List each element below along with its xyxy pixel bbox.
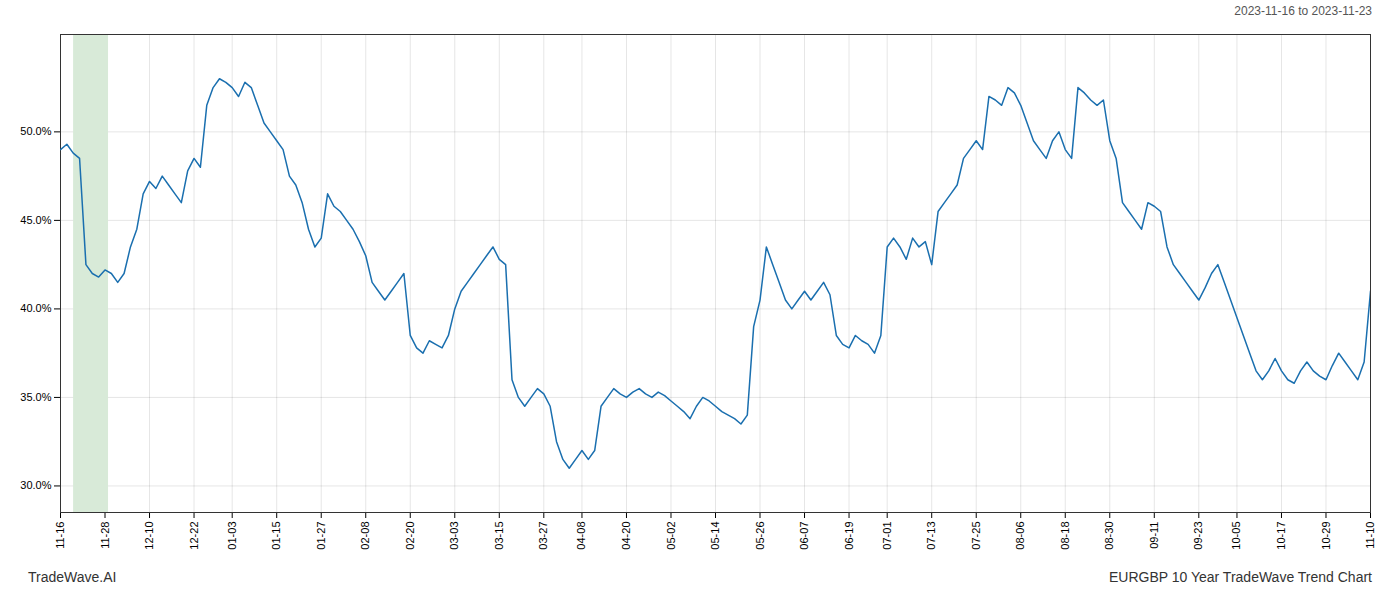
svg-text:01-03: 01-03 bbox=[226, 522, 238, 550]
svg-text:10-17: 10-17 bbox=[1275, 522, 1287, 550]
svg-text:08-18: 08-18 bbox=[1059, 522, 1071, 550]
svg-text:05-26: 05-26 bbox=[754, 522, 766, 550]
svg-text:05-14: 05-14 bbox=[709, 522, 721, 550]
svg-text:10-29: 10-29 bbox=[1320, 522, 1332, 550]
svg-text:03-27: 03-27 bbox=[537, 522, 549, 550]
svg-text:09-23: 09-23 bbox=[1192, 522, 1204, 550]
svg-text:08-06: 08-06 bbox=[1014, 522, 1026, 550]
svg-text:10-05: 10-05 bbox=[1230, 522, 1242, 550]
svg-text:01-27: 01-27 bbox=[315, 522, 327, 550]
svg-text:40.0%: 40.0% bbox=[20, 302, 51, 314]
svg-text:11-28: 11-28 bbox=[99, 522, 111, 549]
svg-text:01-15: 01-15 bbox=[270, 522, 282, 550]
svg-text:05-02: 05-02 bbox=[665, 522, 677, 550]
svg-text:07-13: 07-13 bbox=[925, 522, 937, 550]
svg-text:04-08: 04-08 bbox=[575, 522, 587, 550]
html-text:TradeWave.AI: TradeWave.AI bbox=[28, 569, 117, 585]
svg-text:11-10: 11-10 bbox=[1364, 522, 1376, 549]
html-text:2023-11-16 to 2023-11-23: 2023-11-16 to 2023-11-23 bbox=[1234, 4, 1372, 18]
svg-text:50.0%: 50.0% bbox=[20, 125, 51, 137]
svg-text:09-11: 09-11 bbox=[1148, 522, 1160, 549]
svg-text:12-10: 12-10 bbox=[143, 522, 155, 550]
svg-text:08-30: 08-30 bbox=[1103, 522, 1115, 550]
svg-text:03-03: 03-03 bbox=[448, 522, 460, 550]
svg-text:04-20: 04-20 bbox=[620, 522, 632, 550]
svg-text:07-25: 07-25 bbox=[970, 522, 982, 550]
svg-text:02-08: 02-08 bbox=[359, 522, 371, 550]
svg-text:30.0%: 30.0% bbox=[20, 479, 51, 491]
html-text:EURGBP 10 Year TradeWave Trend: EURGBP 10 Year TradeWave Trend Chart bbox=[1109, 569, 1372, 585]
svg-text:07-01: 07-01 bbox=[881, 522, 893, 550]
svg-text:06-07: 06-07 bbox=[798, 522, 810, 550]
svg-text:06-19: 06-19 bbox=[843, 522, 855, 550]
svg-text:03-15: 03-15 bbox=[493, 522, 505, 550]
svg-text:12-22: 12-22 bbox=[188, 522, 200, 550]
svg-text:11-16: 11-16 bbox=[54, 522, 66, 549]
svg-text:45.0%: 45.0% bbox=[20, 214, 51, 226]
svg-text:35.0%: 35.0% bbox=[20, 391, 51, 403]
svg-text:02-20: 02-20 bbox=[404, 522, 416, 550]
